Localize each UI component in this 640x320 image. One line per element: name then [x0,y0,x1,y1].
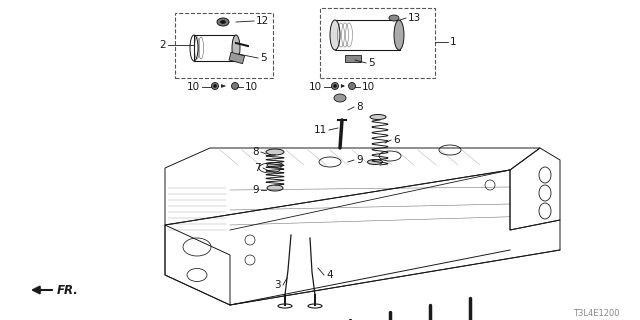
Text: 1: 1 [450,37,456,47]
Text: 7: 7 [254,163,261,173]
Text: 2: 2 [159,40,166,50]
Bar [229,52,244,64]
Ellipse shape [332,83,339,90]
Text: 10: 10 [309,82,322,92]
Bar [194,35,236,61]
Text: 9: 9 [356,155,363,165]
Text: 3: 3 [275,280,281,290]
Text: 5: 5 [260,53,267,63]
Bar [320,8,435,78]
Text: 8: 8 [356,102,363,112]
Text: 6: 6 [393,135,399,145]
Text: 5: 5 [368,58,374,68]
Text: 10: 10 [187,82,200,92]
Text: 4: 4 [326,270,333,280]
Ellipse shape [211,83,218,90]
Ellipse shape [367,159,383,164]
Ellipse shape [217,18,229,26]
Ellipse shape [370,115,386,119]
Text: 8: 8 [252,147,259,157]
Text: 11: 11 [314,125,327,135]
Bar [335,20,400,50]
Ellipse shape [394,20,404,50]
Ellipse shape [232,83,239,90]
Ellipse shape [349,83,355,90]
Text: 10: 10 [362,82,375,92]
Ellipse shape [232,35,240,61]
Ellipse shape [267,163,283,167]
Text: 13: 13 [408,13,421,23]
Text: T3L4E1200: T3L4E1200 [573,308,620,317]
Text: 10: 10 [245,82,258,92]
Ellipse shape [214,84,216,87]
Ellipse shape [389,15,399,21]
Ellipse shape [330,20,340,50]
Ellipse shape [221,20,225,23]
Ellipse shape [266,149,284,155]
Text: FR.: FR. [57,284,79,297]
Text: 9: 9 [252,185,259,195]
Ellipse shape [267,185,283,191]
Ellipse shape [334,94,346,102]
Ellipse shape [333,84,337,87]
Bar [345,55,361,62]
Bar [175,13,273,78]
Text: 12: 12 [256,16,269,26]
